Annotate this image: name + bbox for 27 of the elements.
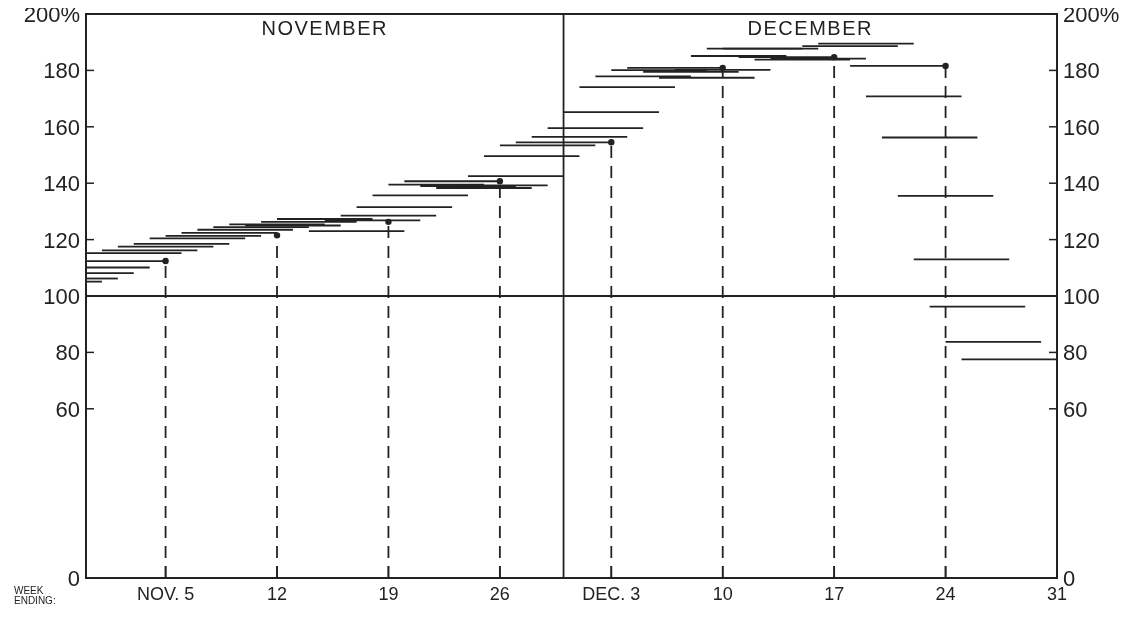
x-tick-label: 17: [824, 584, 845, 604]
y2-tick-label: 80: [1063, 340, 1088, 366]
x-tick-label: DEC. 3: [582, 584, 641, 604]
y-tick-label: 0: [67, 566, 80, 591]
x-tick-label: NOV. 5: [136, 584, 195, 604]
y2-tick-label: 0: [1063, 566, 1076, 591]
y2-tick-label: 140: [1063, 171, 1100, 197]
y2-tick-label: 180: [1063, 58, 1100, 84]
y-tick-label: 160: [43, 114, 80, 140]
x-axis-title: WEEK ENDING:: [14, 585, 56, 606]
y2-tick-label: 100: [1063, 284, 1100, 309]
y2-tick-label: 160: [1063, 114, 1100, 140]
x-tick-label: 26: [489, 584, 510, 604]
y2-tick-label: 120: [1063, 227, 1100, 253]
y-tick-label: 60: [55, 396, 80, 422]
x-tick-label: 12: [267, 584, 288, 604]
y-tick-label: 80: [55, 340, 80, 366]
y-tick-label: 140: [43, 171, 80, 197]
annotation: DECEMBER: [747, 17, 873, 39]
y2-tick-label: 60: [1063, 396, 1088, 422]
y-tick-label: 100: [43, 284, 80, 309]
y-tick-label: 180: [43, 58, 80, 84]
y-tick-label: 120: [43, 227, 80, 253]
annotation: NOVEMBER: [261, 17, 388, 39]
x-tick-label: 24: [935, 584, 956, 604]
x-tick-label: 10: [712, 584, 733, 604]
x-tick-label: 19: [378, 584, 399, 604]
